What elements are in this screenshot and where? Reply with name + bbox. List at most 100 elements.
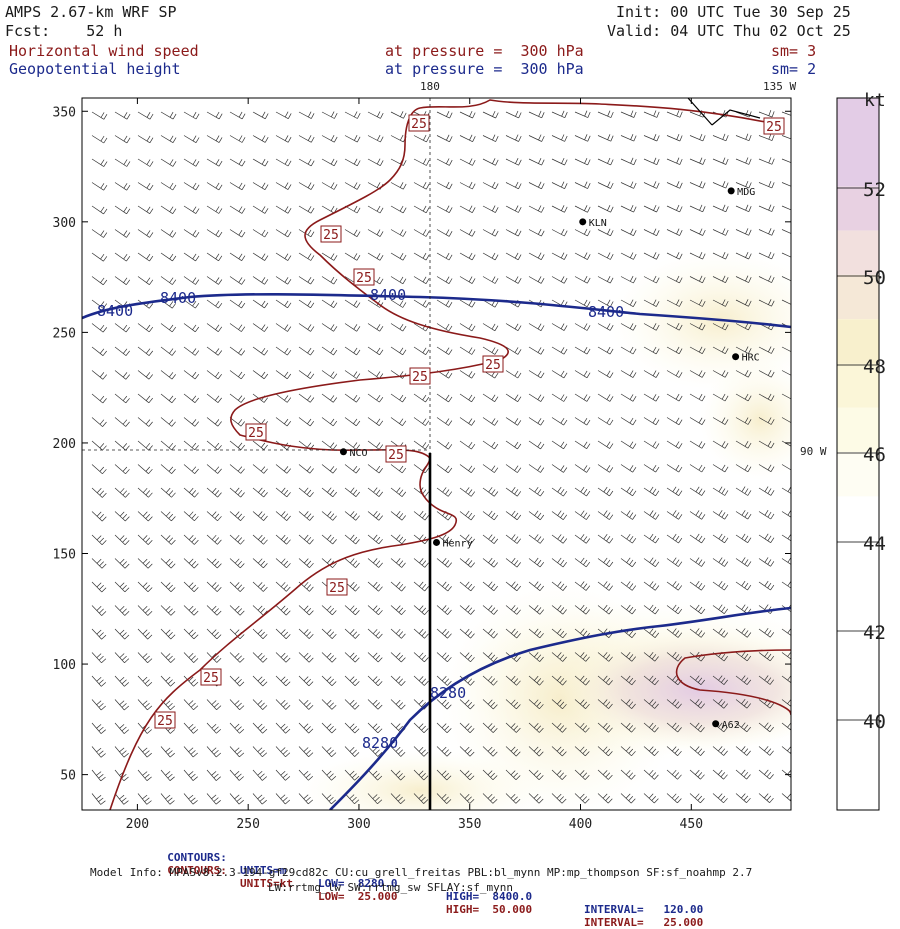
wind-barb (620, 393, 637, 402)
wind-barb (574, 205, 591, 213)
wind-barb (597, 323, 614, 331)
wind-barb (758, 275, 775, 283)
wind-barb (551, 746, 567, 757)
wind-barb (413, 440, 430, 450)
wind-barb (114, 252, 131, 262)
wind-barb (528, 346, 545, 355)
x-tick-label: 400 (569, 817, 592, 832)
wind-barb (459, 370, 476, 379)
wind-barb (183, 158, 200, 167)
wind-barb (390, 182, 407, 190)
wind-barb (275, 276, 292, 285)
wind-barb (91, 793, 106, 805)
wind-barb (482, 323, 499, 332)
lon-label-135w: 135 W (763, 80, 796, 93)
wind-barb (620, 746, 636, 757)
wind-barb (275, 675, 291, 687)
wind-barb (597, 252, 614, 260)
wind-barb (344, 417, 361, 427)
wind-barb (459, 746, 475, 757)
wind-barb (459, 534, 475, 544)
wind-barb (137, 464, 153, 474)
wind-barb (298, 276, 315, 285)
station-label: NCO (349, 448, 367, 459)
wind-barb (229, 111, 246, 120)
wind-barb (459, 675, 475, 686)
wind-barb (114, 464, 130, 475)
wind-barb (436, 581, 452, 592)
wind-barb (344, 135, 361, 143)
wind-barb (413, 652, 429, 663)
wind-barb (436, 323, 453, 332)
wind-barb (413, 605, 429, 615)
wind-barb (574, 417, 591, 426)
wind-barb (528, 252, 545, 261)
wind-barb (436, 134, 453, 143)
wind-barb (114, 276, 131, 285)
wind-barb (114, 652, 130, 663)
wind-barb (712, 464, 729, 473)
wind-barb (137, 276, 154, 285)
wind-barb (298, 769, 314, 781)
wind-barb (758, 746, 774, 756)
wind-barb (459, 252, 476, 261)
wind-barb (689, 557, 706, 567)
wind-barb (666, 417, 683, 426)
wind-barb (528, 769, 544, 780)
wind-barb (620, 181, 637, 189)
wind-barb (321, 393, 338, 403)
wind-barb (712, 275, 729, 284)
wind-barb (229, 652, 245, 663)
wind-barb (114, 417, 130, 427)
wind-barb (620, 205, 637, 213)
colorbar-band (837, 98, 879, 142)
wind-barb (459, 158, 476, 166)
wind-barb (620, 486, 637, 497)
wind-barb (390, 487, 407, 497)
init-time: Init: 00 UTC Tue 30 Sep 25 (616, 3, 851, 21)
wind-barb (183, 511, 199, 522)
wind-barb (620, 275, 637, 284)
wind-barb (459, 205, 476, 214)
footer-c2-units: UNITS=kt (240, 877, 293, 890)
wind-barb (229, 276, 246, 285)
wind-label: 25 (356, 271, 372, 286)
wind-barb (229, 558, 245, 569)
wind-barb (229, 675, 245, 687)
wind-barb (436, 111, 453, 119)
wind-barb (528, 746, 544, 757)
wind-barb (781, 580, 791, 589)
wind-barb (643, 651, 659, 662)
wind-barb (436, 510, 453, 521)
wind-barb (689, 628, 706, 638)
wind-barb (505, 323, 522, 332)
wind-barb (505, 205, 522, 213)
wind-barb (482, 793, 498, 804)
wind-barb (781, 252, 791, 258)
wind-barb (137, 135, 154, 144)
wind-barb (367, 581, 383, 592)
wind-barb (712, 370, 729, 378)
wind-barb (574, 604, 590, 615)
wind-barb (321, 182, 338, 190)
wind-barb (735, 580, 752, 591)
x-axis: 200 250 300 350 400 450 (126, 98, 703, 832)
wind-barb (482, 158, 499, 166)
height-label: 8400 (160, 289, 196, 307)
wind-barb (367, 229, 384, 237)
wind-barb (91, 722, 106, 734)
wind-barb (275, 252, 292, 261)
wind-label: 25 (157, 714, 173, 729)
wind-barb (137, 252, 154, 262)
wind-barb (344, 699, 360, 710)
wind-barb (229, 746, 245, 758)
wind-barb (252, 370, 269, 380)
wind-barb (114, 534, 130, 545)
wind-barb (183, 346, 200, 356)
wind-barb (344, 370, 361, 379)
wind-barb (528, 486, 545, 497)
wind-barb (275, 793, 291, 805)
wind-barb (91, 534, 107, 545)
wind-barb (505, 510, 522, 521)
wind-barb (275, 111, 292, 120)
